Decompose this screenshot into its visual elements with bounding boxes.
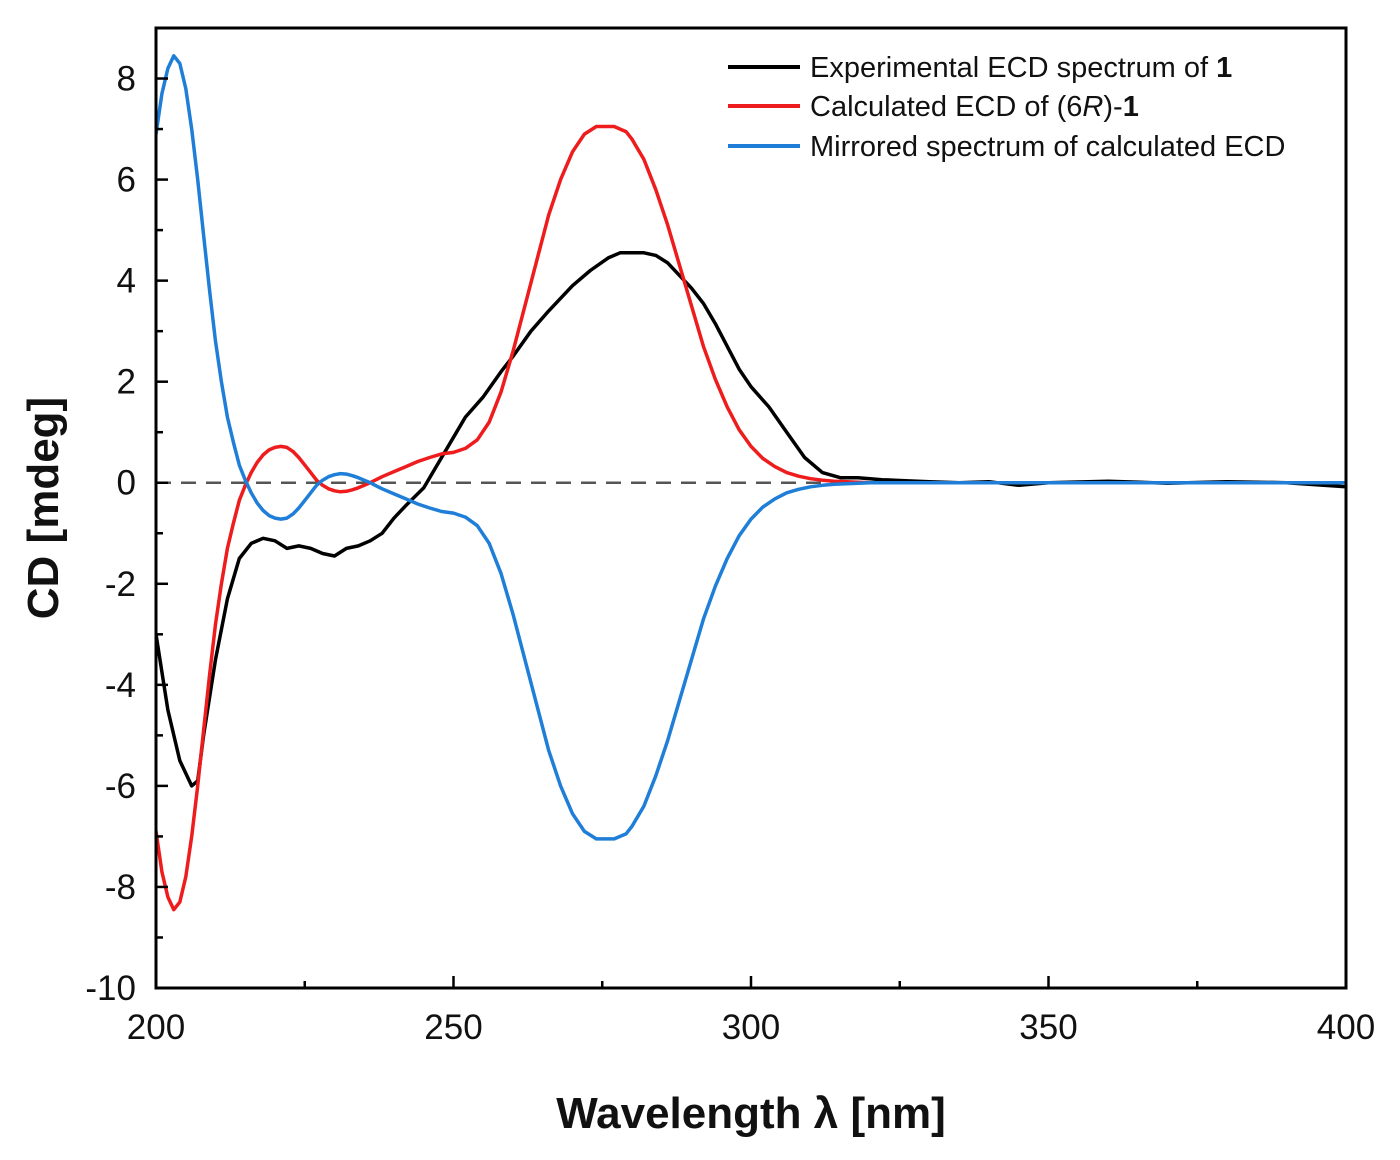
- legend-label-2: Calculated ECD of (6R)-1: [810, 91, 1139, 123]
- x-tick-label: 350: [1019, 1008, 1077, 1047]
- legend-label-3: Mirrored spectrum of calculated ECD: [810, 131, 1285, 163]
- legend-label-1: Experimental ECD spectrum of 1: [810, 52, 1232, 84]
- y-tick-label: -4: [105, 666, 136, 705]
- series-line-3: [156, 54, 1346, 841]
- y-tick-label: -6: [105, 767, 136, 806]
- x-tick-label: 300: [722, 1008, 780, 1047]
- y-tick-label: 0: [117, 464, 136, 503]
- y-tick-label: 2: [117, 363, 136, 402]
- x-tick-label: 250: [424, 1008, 482, 1047]
- x-tick-label: 200: [127, 1008, 185, 1047]
- legend-text-part: Experimental ECD spectrum of: [810, 52, 1216, 84]
- legend-text-part: )-: [1103, 91, 1122, 123]
- legend-text-part: Calculated ECD of (6: [810, 91, 1082, 123]
- x-axis-title: Wavelength λ [nm]: [556, 1089, 946, 1138]
- plot-frame: [154, 26, 1348, 990]
- y-axis-title: CD [mdeg]: [19, 397, 68, 619]
- y-tick-label: 8: [117, 60, 136, 99]
- ticks-layer: 200 250 300 350 400 -10 -8 -6 -4 -2 0 2 4 6 8: [85, 60, 1375, 1047]
- legend-text-part: R: [1082, 91, 1103, 123]
- series-line-1: [156, 251, 1346, 788]
- series-line-2: [156, 124, 1346, 912]
- y-tick-label: 6: [117, 161, 136, 200]
- y-tick-label: -10: [85, 969, 136, 1008]
- legend: Experimental ECD spectrum of 1Calculated…: [728, 52, 1285, 163]
- x-tick-label: 400: [1317, 1008, 1375, 1047]
- legend-text-part: 1: [1123, 91, 1139, 123]
- y-tick-label: -2: [105, 565, 136, 604]
- y-tick-label: 4: [117, 262, 136, 301]
- y-tick-label: -8: [105, 868, 136, 907]
- series-layer: [156, 54, 1346, 912]
- legend-text-part: Mirrored spectrum of calculated ECD: [810, 131, 1285, 163]
- legend-text-part: 1: [1216, 52, 1232, 84]
